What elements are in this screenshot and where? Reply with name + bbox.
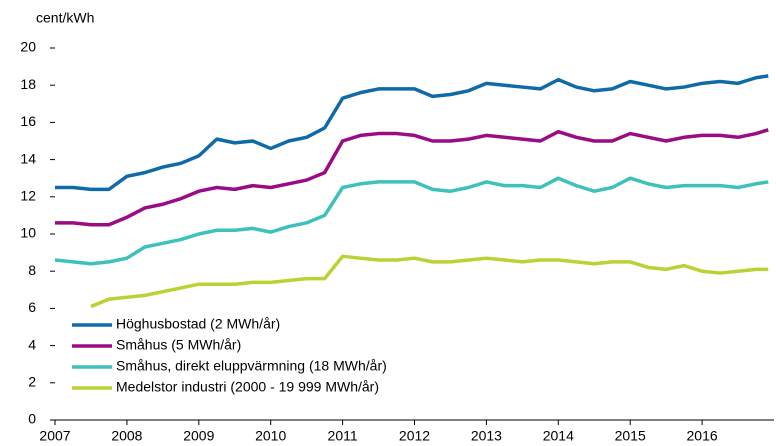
y-axis-label: cent/kWh bbox=[36, 10, 94, 26]
legend-label: Småhus, direkt eluppvärmning (18 MWh/år) bbox=[116, 358, 387, 374]
x-tick-label: 2012 bbox=[399, 428, 430, 444]
y-tick-label: 6 bbox=[28, 299, 36, 315]
x-tick-label: 2011 bbox=[328, 428, 358, 444]
series-line bbox=[55, 74, 769, 192]
y-tick-label: 12 bbox=[20, 188, 36, 204]
legend-label: Småhus (5 MWh/år) bbox=[116, 337, 241, 353]
x-tick-label: 2008 bbox=[111, 428, 142, 444]
y-tick-label: 2 bbox=[28, 374, 36, 390]
x-tick-label: 2007 bbox=[39, 428, 70, 444]
y-tick-label: 16 bbox=[20, 113, 36, 129]
x-tick-label: 2016 bbox=[687, 428, 718, 444]
y-tick-label: 18 bbox=[20, 76, 36, 92]
y-tick-label: 10 bbox=[20, 225, 36, 241]
y-tick-label: 0 bbox=[28, 411, 36, 427]
x-tick-label: 2013 bbox=[471, 428, 502, 444]
x-tick-label: 2015 bbox=[615, 428, 646, 444]
y-tick-label: 4 bbox=[28, 336, 36, 352]
x-tick-label: 2010 bbox=[255, 428, 286, 444]
legend-label: Höghusbostad (2 MWh/år) bbox=[116, 316, 280, 332]
legend-label: Medelstor industri (2000 - 19 999 MWh/år… bbox=[116, 379, 379, 395]
series-line bbox=[55, 128, 769, 227]
x-tick-label: 2009 bbox=[183, 428, 214, 444]
series-line bbox=[90, 254, 769, 309]
y-tick-label: 14 bbox=[20, 150, 36, 166]
y-tick-label: 20 bbox=[20, 39, 36, 55]
y-tick-label: 8 bbox=[28, 262, 36, 278]
x-tick-label: 2014 bbox=[543, 428, 574, 444]
series-line bbox=[54, 176, 769, 266]
